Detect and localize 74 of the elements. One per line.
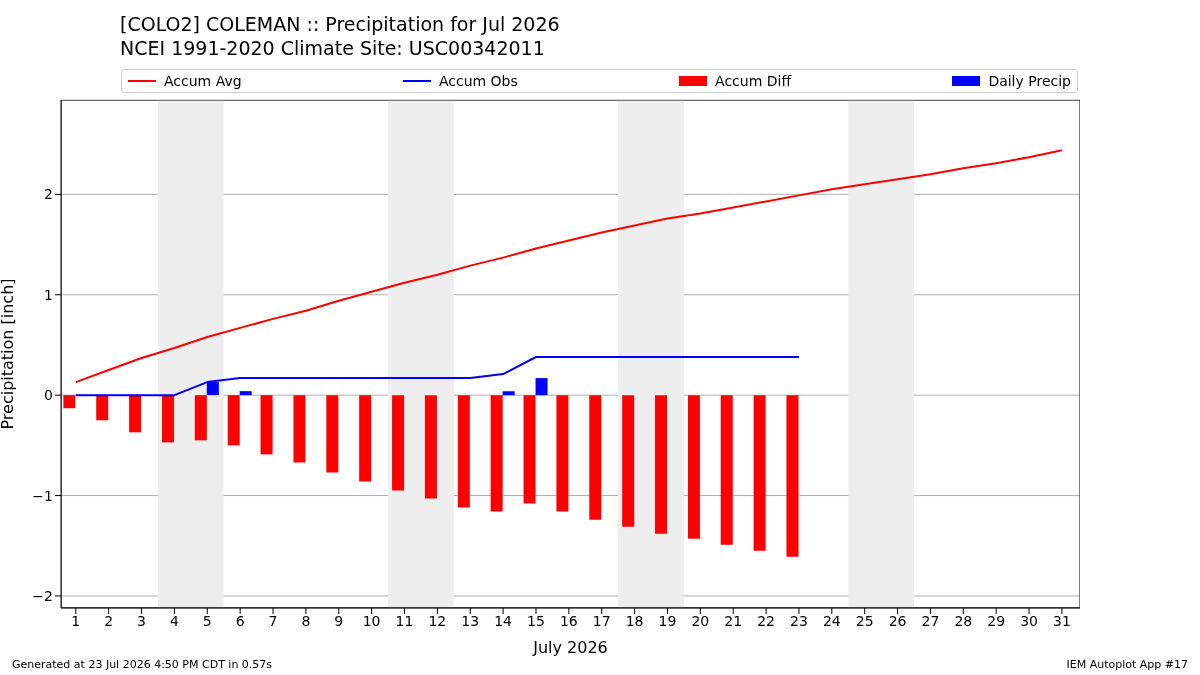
x-tick-label: 9: [334, 612, 344, 629]
y-tick-label: 2: [44, 186, 53, 203]
chart-subtitle: NCEI 1991-2020 Climate Site: USC00342011: [120, 36, 546, 60]
x-tick-label: 10: [362, 612, 381, 629]
text: Generated at 23 Jul 2026 4:50 PM CDT in 0.57s: [12, 658, 273, 671]
x-tick-label: 19: [658, 612, 677, 629]
bar: [687, 395, 700, 539]
x-tick-label: 18: [625, 612, 644, 629]
x-tick-label: 28: [954, 612, 973, 629]
bar: [490, 395, 503, 512]
legend-label: Accum Diff: [715, 73, 792, 89]
bar: [392, 395, 405, 491]
bar: [194, 395, 207, 441]
legend-label: Daily Precip: [988, 73, 1071, 89]
bar: [326, 395, 339, 473]
bar: [129, 395, 142, 433]
text: IEM Autoplot App #17: [1066, 658, 1188, 671]
line-series: [74, 356, 800, 397]
x-tick-label: 8: [301, 612, 311, 629]
x-tick-label: 13: [461, 612, 480, 629]
bar: [96, 395, 109, 421]
legend-label: Accum Obs: [438, 73, 518, 89]
y-tick-label: 0: [44, 387, 53, 404]
x-tick-label: 20: [691, 612, 710, 629]
bar: [655, 395, 668, 534]
bar: [535, 378, 548, 396]
bar: [161, 395, 174, 443]
legend-label: Accum Avg: [164, 73, 242, 89]
y-axis-title: Precipitation [inch]: [0, 278, 17, 430]
x-tick-label: 5: [202, 612, 212, 629]
x-tick-label: 17: [592, 612, 611, 629]
bar: [359, 395, 372, 482]
y-tick-label: 1: [44, 286, 53, 303]
x-tick-label: 30: [1020, 612, 1038, 629]
line-series: [74, 149, 1063, 384]
bar: [622, 395, 635, 527]
x-tick-label: 7: [268, 612, 278, 629]
x-tick-label: 29: [987, 612, 1006, 629]
x-tick-label: 26: [888, 612, 907, 629]
x-tick-label: 23: [790, 612, 808, 629]
x-tick-label: 31: [1053, 612, 1071, 629]
bar: [63, 395, 76, 409]
x-tick-label: 12: [428, 612, 447, 629]
bar: [457, 395, 470, 508]
bar: [720, 395, 733, 545]
bar: [786, 395, 799, 557]
x-tick-label: 14: [494, 612, 513, 629]
x-tick-label: 27: [921, 612, 940, 629]
bar: [424, 395, 437, 499]
y-tick-label: −2: [32, 587, 53, 604]
bar: [502, 391, 515, 396]
y-tick-label: −1: [32, 487, 53, 504]
bar: [523, 395, 536, 504]
bar: [753, 395, 766, 551]
x-tick-label: 21: [724, 612, 743, 629]
x-tick-label: 16: [559, 612, 578, 629]
x-tick-label: 2: [104, 612, 114, 629]
x-tick-label: 25: [855, 612, 874, 629]
x-axis-title: July 2026: [532, 638, 608, 657]
x-tick-label: 1: [71, 612, 81, 629]
x-tick-label: 15: [527, 612, 545, 629]
x-tick-label: 24: [822, 612, 841, 629]
bar: [260, 395, 273, 455]
bar: [239, 391, 252, 396]
x-tick-label: 3: [137, 612, 146, 629]
x-tick-label: 4: [169, 612, 179, 629]
bar: [293, 395, 306, 463]
x-tick-label: 6: [235, 612, 245, 629]
bar: [589, 395, 602, 520]
bar: [227, 395, 240, 446]
x-tick-label: 22: [757, 612, 775, 629]
x-tick-label: 11: [395, 612, 414, 629]
bar: [556, 395, 569, 512]
chart-title: [COLO2] COLEMAN :: Precipitation for Jul 2026: [120, 12, 560, 36]
